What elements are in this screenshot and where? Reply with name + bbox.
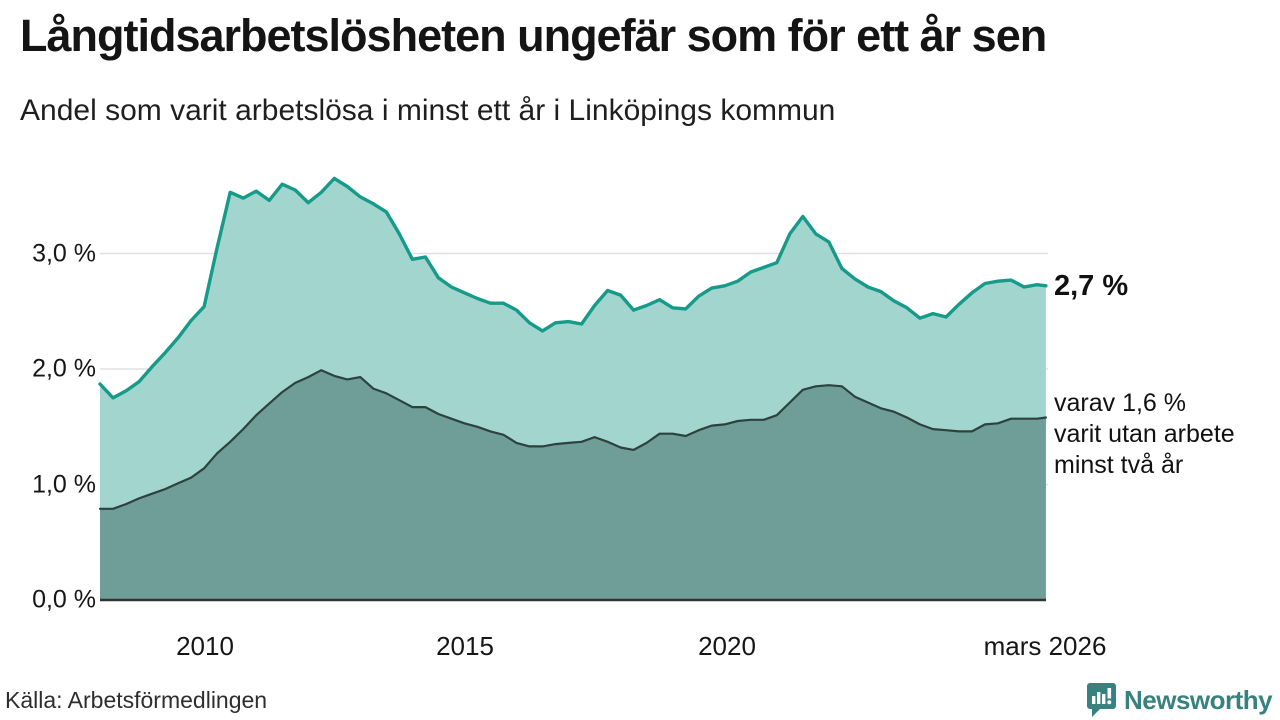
x-tick-2015: 2015 bbox=[436, 631, 494, 661]
line-unemployed-2yr bbox=[98, 369, 1047, 510]
y-tick-1: 1,0 % bbox=[32, 470, 96, 498]
x-tick-mars-2026: mars 2026 bbox=[983, 631, 1107, 661]
inner-note-line-3: minst två år bbox=[1054, 451, 1184, 479]
newsworthy-logo: Newsworthy bbox=[1087, 683, 1273, 717]
inner-note-line-1: varav 1,6 % bbox=[1054, 389, 1187, 417]
bar-chart-speech-bubble-icon bbox=[1087, 683, 1116, 717]
y-tick-2: 2,0 % bbox=[32, 354, 96, 383]
newsworthy-logo-text: Newsworthy bbox=[1124, 684, 1273, 715]
source-credit: Källa: Arbetsförmedlingen bbox=[5, 687, 268, 713]
x-tick-2020: 2020 bbox=[698, 631, 756, 661]
inner-note-line-2: varit utan arbete bbox=[1054, 420, 1235, 448]
chart-title: Långtidsarbetslösheten ungefär som för e… bbox=[20, 10, 1047, 61]
current-value-label: 2,7 % bbox=[1054, 270, 1129, 302]
area-fill-unemployed-2yr bbox=[100, 370, 1046, 600]
chart-subtitle: Andel som varit arbetslösa i minst ett å… bbox=[20, 94, 836, 127]
y-tick-3: 3,0 % bbox=[32, 239, 96, 267]
line-unemployed-1yr bbox=[98, 176, 1048, 400]
inner-series-note: varav 1,6 % varit utan arbete minst två … bbox=[1054, 388, 1274, 481]
y-tick-0: 0,0 % bbox=[32, 585, 96, 614]
x-tick-2010: 2010 bbox=[176, 631, 234, 661]
